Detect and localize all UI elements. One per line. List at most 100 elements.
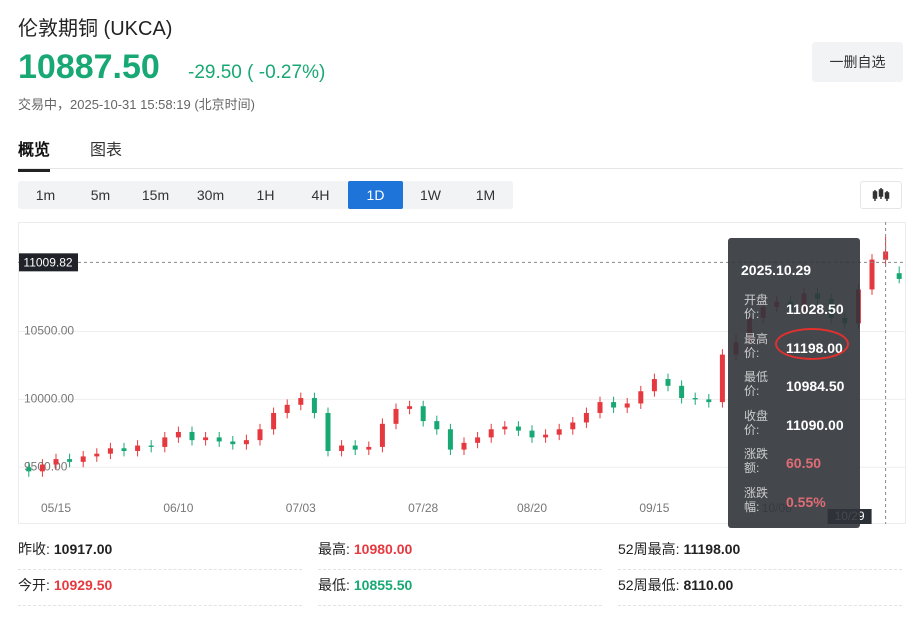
interval-button[interactable]: 1W xyxy=(420,187,441,203)
tooltip: 2025.10.29 开盘价: 11028.50 最高价: 11198.00 最低价: 1… xyxy=(728,238,860,528)
interval-button[interactable]: 30m xyxy=(196,187,225,203)
tab[interactable]: 概览 xyxy=(18,136,51,172)
candle-body xyxy=(203,437,209,441)
interval-button[interactable]: 1m xyxy=(35,187,56,203)
stat-label: 最低: xyxy=(318,577,350,593)
stat-item: 最低: 10855.50 xyxy=(318,570,602,606)
candle-body xyxy=(869,259,875,290)
tab[interactable]: 图表 xyxy=(90,142,123,159)
candle-body xyxy=(311,398,317,413)
stat-item: 52周最高: 11198.00 xyxy=(618,534,902,570)
title: 伦敦期铜 (UKCA) xyxy=(18,18,173,40)
candle-body xyxy=(107,448,113,454)
candle-body xyxy=(434,421,440,430)
candle-body xyxy=(298,398,304,405)
x-tick-label: 09/15 xyxy=(639,501,669,515)
tooltip-row: 涨跌幅: 0.55% xyxy=(744,486,854,518)
candle-body xyxy=(556,429,562,435)
candle-body xyxy=(80,456,86,462)
candle-body xyxy=(420,406,426,422)
candle-body xyxy=(638,391,644,404)
candle-body xyxy=(883,251,889,260)
candle-body xyxy=(393,408,399,424)
candle-body xyxy=(488,429,494,438)
candle-body xyxy=(515,426,521,431)
y-tick-label: 10000.00 xyxy=(24,392,74,406)
candle-body xyxy=(502,426,508,430)
tooltip-value: 0.55% xyxy=(786,493,826,510)
chart-type-button[interactable] xyxy=(860,181,902,209)
stat-value: 10917.00 xyxy=(53,541,113,557)
watchlist-button[interactable]: 一删自选 xyxy=(812,42,903,82)
x-tick-label: 07/28 xyxy=(408,501,438,515)
candle-body xyxy=(447,429,453,450)
price-change: -29.50 ( -0.27%) xyxy=(188,62,326,83)
stat-item: 今开: 10929.50 xyxy=(18,570,302,606)
candle-body xyxy=(543,434,549,438)
interval-button[interactable]: 1D xyxy=(348,181,403,209)
stat-value: 10929.50 xyxy=(53,577,113,593)
tooltip-date: 2025.10.29 xyxy=(741,262,812,278)
price: 10887.50 xyxy=(18,48,160,86)
candle-body xyxy=(597,402,603,413)
y-tick-label: 10500.00 xyxy=(24,324,74,338)
candle-body xyxy=(407,406,413,409)
candle-body xyxy=(651,379,657,392)
trading-status: 交易中，2025-10-31 15:58:19 (北京时间) xyxy=(18,97,255,112)
candle-body xyxy=(284,404,290,413)
candle-body xyxy=(39,464,45,472)
tooltip-value: 10984.50 xyxy=(786,378,845,394)
stat-label: 最高: xyxy=(318,541,350,557)
candle-body xyxy=(162,437,168,447)
chart-type-icon xyxy=(872,188,890,201)
candle-body xyxy=(366,446,372,450)
candle-body xyxy=(339,445,345,451)
tooltip-label: 最高价: xyxy=(744,331,769,360)
candle-body xyxy=(325,412,331,451)
interval-button[interactable]: 1H xyxy=(256,187,275,203)
interval-button[interactable]: 5m xyxy=(90,187,111,203)
candle-body xyxy=(529,430,535,438)
interval-button[interactable]: 4H xyxy=(311,187,330,203)
candle-body xyxy=(53,459,59,465)
tooltip-label: 最低价: xyxy=(744,370,769,398)
tooltip-label: 涨跌幅: xyxy=(744,485,769,514)
interval-button[interactable]: 1M xyxy=(475,187,496,203)
tooltip-row: 开盘价: 11028.50 xyxy=(744,293,854,325)
candle-body xyxy=(665,379,671,386)
tabs: 概览 图表 xyxy=(18,136,122,172)
tooltip-label: 开盘价: xyxy=(744,293,769,321)
stat-value: 11198.00 xyxy=(683,541,741,557)
x-tick-label: 08/20 xyxy=(517,501,547,515)
interval-button[interactable]: 15m xyxy=(141,187,170,203)
candle-body xyxy=(67,459,73,462)
tooltip-value: 11090.00 xyxy=(786,416,844,433)
candle-body xyxy=(352,445,358,450)
candle-body xyxy=(896,273,902,279)
tooltip-value: 60.50 xyxy=(786,455,822,471)
highlight-circle xyxy=(775,328,849,360)
candle-body xyxy=(135,445,141,451)
stat-value: 8110.00 xyxy=(683,577,734,593)
stat-value: 10855.50 xyxy=(353,577,413,593)
stat-label: 52周最高: xyxy=(618,541,680,557)
stat-item: 最高: 10980.00 xyxy=(318,534,602,570)
candle-body xyxy=(611,402,617,408)
candle-body xyxy=(175,431,181,438)
candle-body xyxy=(583,412,589,423)
candle-body xyxy=(379,423,385,447)
candle-body xyxy=(719,354,725,403)
tooltip-row: 涨跌额: 60.50 xyxy=(744,447,854,479)
chart-frame xyxy=(18,222,906,524)
tooltip-label: 收盘价: xyxy=(744,408,769,437)
crosshair-y-box xyxy=(19,253,78,272)
candle-body xyxy=(679,385,685,399)
divider xyxy=(18,168,903,169)
tooltip-value: 11028.50 xyxy=(786,301,844,317)
tooltip-row: 最低价: 10984.50 xyxy=(744,370,854,402)
candle-body xyxy=(189,431,195,441)
candle-body xyxy=(243,440,249,445)
stat-label: 昨收: xyxy=(18,541,50,557)
candle-body xyxy=(230,441,236,445)
x-tick-label: 05/15 xyxy=(41,501,71,515)
